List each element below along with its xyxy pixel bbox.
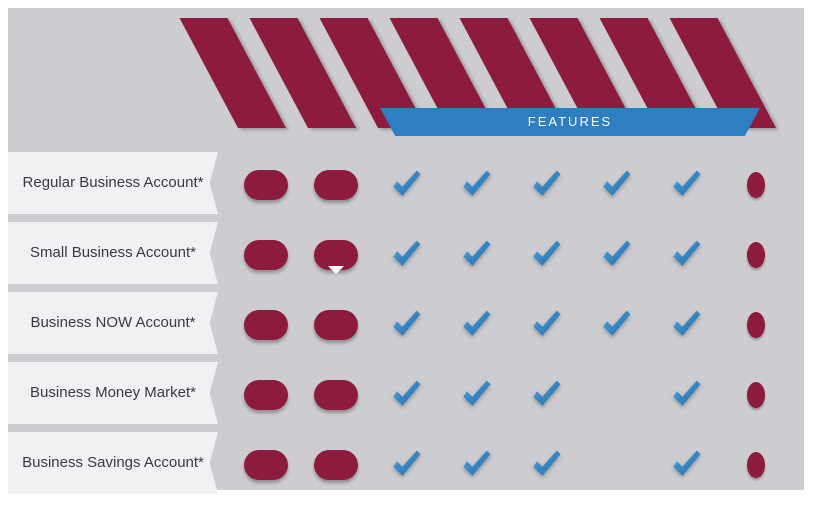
row-label-wrap: Regular Business Account*	[8, 152, 218, 214]
check-icon	[528, 237, 564, 273]
cell	[378, 165, 434, 205]
cell	[308, 445, 364, 485]
table-row: Business Money Market*	[8, 358, 804, 428]
pill-icon	[244, 240, 288, 270]
check-icon	[598, 167, 634, 203]
row-label-wrap: Business Savings Account*	[8, 432, 218, 494]
cell	[518, 375, 574, 415]
pill-icon	[314, 310, 358, 340]
check-icon	[668, 447, 704, 483]
comparison-panel: FEATURES Regular Business Account*	[8, 8, 804, 490]
pill-icon	[244, 170, 288, 200]
cell	[518, 235, 574, 275]
row-label-wrap: Business NOW Account*	[8, 292, 218, 354]
pill-icon	[244, 450, 288, 480]
check-icon	[528, 307, 564, 343]
cell	[378, 305, 434, 345]
cell	[658, 375, 714, 415]
row-label: Business NOW Account*	[30, 314, 195, 333]
row-label-wrap: Business Money Market*	[8, 362, 218, 424]
check-icon	[388, 167, 424, 203]
check-icon	[388, 307, 424, 343]
cell	[238, 235, 294, 275]
check-icon	[458, 307, 494, 343]
dot-icon	[747, 382, 765, 408]
cell	[448, 305, 504, 345]
check-icon	[528, 167, 564, 203]
cell	[238, 375, 294, 415]
pill-icon	[244, 380, 288, 410]
cell	[448, 375, 504, 415]
dot-icon	[747, 312, 765, 338]
cell	[238, 445, 294, 485]
pill-icon	[244, 310, 288, 340]
cell	[658, 305, 714, 345]
check-icon	[388, 237, 424, 273]
check-icon	[458, 377, 494, 413]
check-icon	[458, 447, 494, 483]
check-icon	[598, 307, 634, 343]
pill-icon	[314, 450, 358, 480]
cell	[378, 445, 434, 485]
cell	[518, 305, 574, 345]
cell	[518, 165, 574, 205]
cell	[588, 165, 644, 205]
row-label: Small Business Account*	[30, 244, 196, 263]
check-icon	[668, 377, 704, 413]
cell	[728, 165, 784, 205]
row-label-wrap: Small Business Account*	[8, 222, 218, 284]
cell	[448, 165, 504, 205]
check-icon	[388, 447, 424, 483]
cell	[658, 235, 714, 275]
cell	[308, 165, 364, 205]
cell	[448, 445, 504, 485]
table-row: Business Savings Account*	[8, 428, 804, 498]
cell	[378, 235, 434, 275]
cell	[448, 235, 504, 275]
cell	[308, 375, 364, 415]
table-row: Business NOW Account*	[8, 288, 804, 358]
cell	[728, 445, 784, 485]
cell	[518, 445, 574, 485]
check-icon	[458, 237, 494, 273]
pill-icon	[314, 170, 358, 200]
cell	[378, 375, 434, 415]
cell	[728, 375, 784, 415]
cell	[588, 305, 644, 345]
table-row: Small Business Account*	[8, 218, 804, 288]
check-icon	[388, 377, 424, 413]
table-row: Regular Business Account*	[8, 148, 804, 218]
dot-icon	[747, 452, 765, 478]
cell	[238, 305, 294, 345]
check-icon	[528, 447, 564, 483]
cell	[588, 235, 644, 275]
features-label: FEATURES	[528, 114, 612, 129]
row-label: Business Savings Account*	[22, 454, 204, 473]
row-label: Regular Business Account*	[23, 174, 204, 193]
dot-icon	[747, 242, 765, 268]
cell	[658, 165, 714, 205]
cell	[728, 235, 784, 275]
pill-icon	[314, 380, 358, 410]
features-bar: FEATURES	[380, 108, 760, 136]
check-icon	[668, 167, 704, 203]
check-icon	[458, 167, 494, 203]
check-icon	[528, 377, 564, 413]
cell	[308, 235, 364, 275]
row-label: Business Money Market*	[30, 384, 196, 403]
cell	[238, 165, 294, 205]
rows-container: Regular Business Account*	[8, 148, 804, 498]
cell	[308, 305, 364, 345]
cell	[658, 445, 714, 485]
cell	[728, 305, 784, 345]
pill-icon	[314, 240, 358, 270]
dot-icon	[747, 172, 765, 198]
check-icon	[598, 237, 634, 273]
check-icon	[668, 307, 704, 343]
check-icon	[668, 237, 704, 273]
